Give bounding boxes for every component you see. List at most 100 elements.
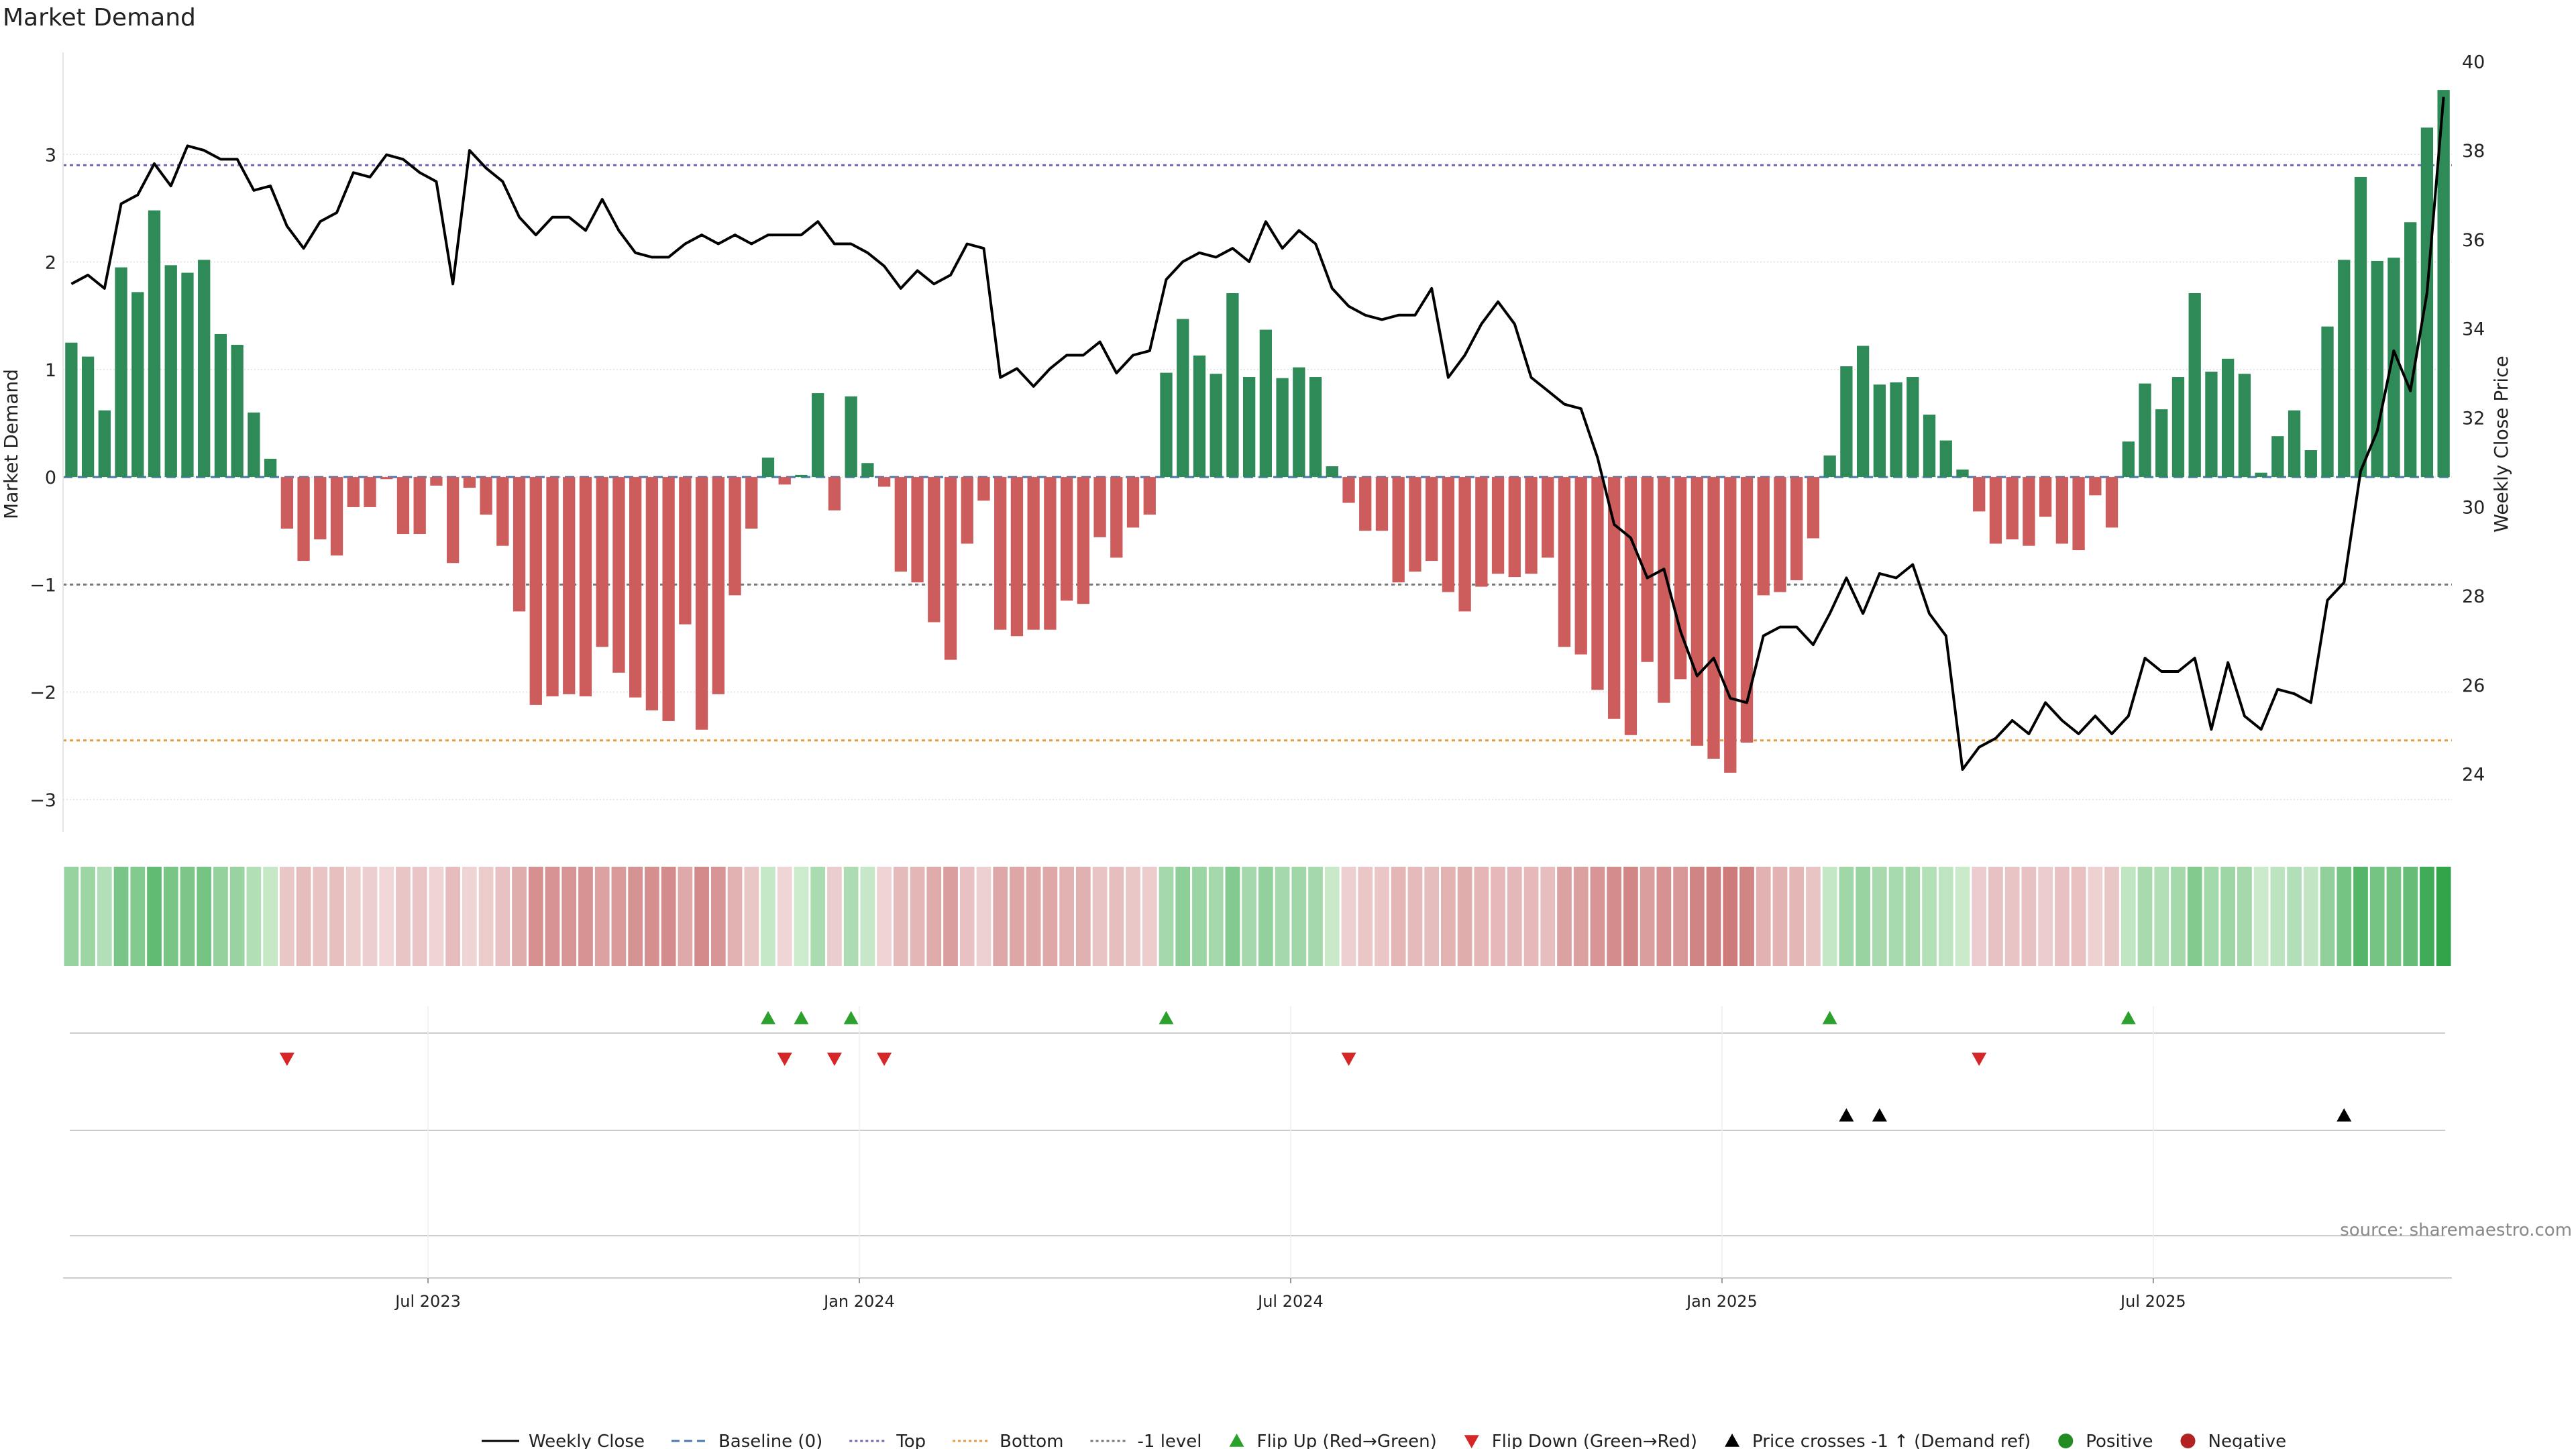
demand-bar [861, 463, 874, 478]
demand-bar [662, 477, 675, 721]
heat-cell [1324, 867, 1340, 966]
heat-cell [2038, 867, 2053, 966]
heat-cell [2021, 867, 2037, 966]
heat-cell [1109, 867, 1124, 966]
heat-cell [993, 867, 1008, 966]
demand-bar [364, 477, 376, 507]
heat-cell [2237, 867, 2252, 966]
heat-cell [329, 867, 344, 966]
heat-cell [429, 867, 444, 966]
heat-cell [926, 867, 942, 966]
flip-up-marker [843, 1011, 859, 1024]
heat-cell [628, 867, 643, 966]
demand-bar [944, 477, 957, 660]
flip-down-marker [279, 1053, 294, 1066]
heat-cell [827, 867, 842, 966]
demand-bar [231, 344, 244, 478]
right-axis: 24 26 28 30 32 34 36 38 40 [2462, 52, 2485, 785]
demand-bar [845, 396, 857, 478]
heat-cell [80, 867, 95, 966]
heat-cell [1192, 867, 1207, 966]
demand-bar [446, 477, 460, 564]
heat-cell [1441, 867, 1456, 966]
demand-bar [264, 458, 277, 478]
heat-cell [1059, 867, 1074, 966]
heat-cell [794, 867, 809, 966]
heat-cell [2403, 867, 2418, 966]
demand-bar [1608, 477, 1621, 719]
heat-cell [1938, 867, 1953, 966]
demand-bar [1060, 477, 1073, 601]
heat-cell [2171, 867, 2186, 966]
demand-bar [1890, 382, 1902, 478]
heat-cell [1623, 867, 1638, 966]
heat-cell [645, 867, 659, 966]
heat-cell [412, 867, 427, 966]
heat-cell [1225, 867, 1240, 966]
heat-cell [2204, 867, 2219, 966]
demand-bar [911, 477, 924, 583]
demand-bar [1525, 477, 1538, 574]
heat-cell [512, 867, 527, 966]
demand-bar [1624, 477, 1638, 735]
legend-label: -1 level [1138, 1432, 1202, 1449]
heat-cell [1126, 867, 1140, 966]
demand-bar [2171, 377, 2185, 478]
demand-bar [1956, 469, 1969, 478]
demand-bar [1757, 477, 1770, 596]
heat-cell [1706, 867, 1721, 966]
demand-bar [248, 412, 260, 478]
heat-cell [1491, 867, 1505, 966]
demand-bar [1242, 377, 1256, 478]
flip-up-marker [1159, 1011, 1174, 1024]
heat-cell [2071, 867, 2086, 966]
demand-bar [1077, 477, 1089, 604]
demand-bar [1641, 477, 1654, 662]
demand-bar [314, 477, 327, 540]
demand-bar [198, 260, 211, 478]
heat-cell [611, 867, 627, 966]
demand-bar [1873, 384, 1886, 478]
legend-label: Price crosses -1 ↑ (Demand ref) [1752, 1432, 2031, 1449]
left-axis: −3 −2 −1 0 1 2 3 [30, 52, 64, 832]
heat-cell [2420, 867, 2434, 966]
heat-cell [860, 867, 875, 966]
demand-bar [1276, 378, 1289, 478]
heat-cell [678, 867, 693, 966]
heat-cell [1092, 867, 1108, 966]
x-tick-label: Jan 2024 [822, 1292, 895, 1311]
heat-cell [1540, 867, 1556, 966]
demand-bar [745, 477, 758, 529]
demand-bar [2039, 477, 2052, 517]
demand-bar [828, 477, 841, 511]
demand-bar [1856, 345, 1870, 478]
heat-cell [976, 867, 991, 966]
flip-down-marker [877, 1053, 892, 1066]
y-tick-label: −3 [30, 790, 56, 811]
heat-cell [1656, 867, 1672, 966]
heat-cell [113, 867, 129, 966]
heat-cell [744, 867, 759, 966]
demand-bar [2006, 477, 2019, 540]
heat-cell [1159, 867, 1174, 966]
demand-bar [1790, 477, 1803, 580]
heat-cell [1424, 867, 1440, 966]
demand-bar [1126, 477, 1140, 528]
heat-cell [1789, 867, 1805, 966]
heat-cell [594, 867, 610, 966]
heat-cell [777, 867, 792, 966]
demand-bar [131, 292, 144, 478]
heat-cell [1739, 867, 1754, 966]
heat-cell [445, 867, 460, 966]
heat-cell [1806, 867, 1821, 966]
heat-cell [910, 867, 925, 966]
heat-cell [710, 867, 726, 966]
demand-bar [463, 477, 476, 488]
heat-cell [1955, 867, 1970, 966]
heat-cell [528, 867, 543, 966]
demand-bar [2354, 176, 2367, 478]
x-tick-label: Jul 2025 [2119, 1292, 2186, 1311]
heat-cell [843, 867, 859, 966]
demand-bar [280, 477, 293, 529]
heat-cell [1988, 867, 2003, 966]
